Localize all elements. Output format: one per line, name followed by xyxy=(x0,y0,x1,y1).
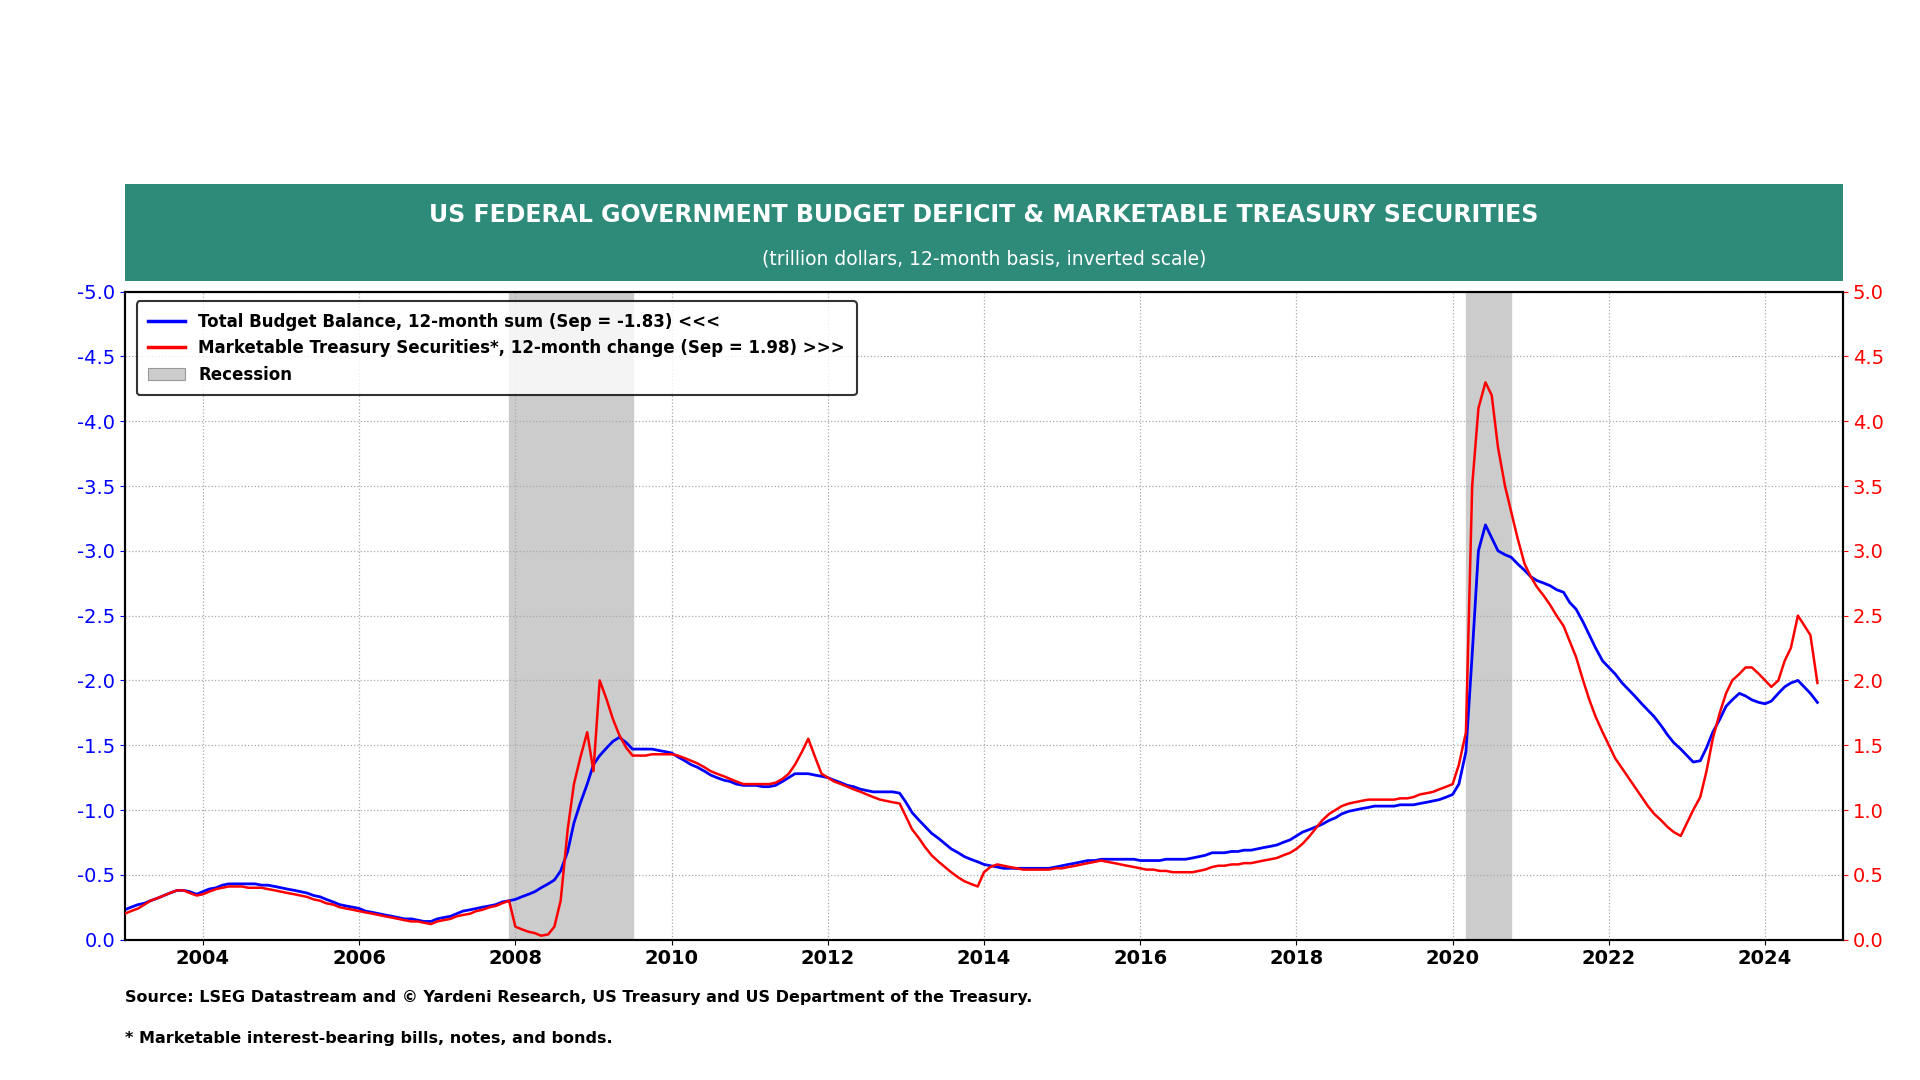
Text: Source: LSEG Datastream and © Yardeni Research, US Treasury and US Department of: Source: LSEG Datastream and © Yardeni Re… xyxy=(125,990,1033,1005)
Bar xyxy=(509,292,632,940)
Text: * Marketable interest-bearing bills, notes, and bonds.: * Marketable interest-bearing bills, not… xyxy=(125,1031,612,1047)
Text: US FEDERAL GOVERNMENT BUDGET DEFICIT & MARKETABLE TREASURY SECURITIES: US FEDERAL GOVERNMENT BUDGET DEFICIT & M… xyxy=(430,203,1538,227)
Bar xyxy=(1467,292,1511,940)
Text: (trillion dollars, 12-month basis, inverted scale): (trillion dollars, 12-month basis, inver… xyxy=(762,249,1206,269)
Legend: Total Budget Balance, 12-month sum (Sep = -1.83) <<<, Marketable Treasury Securi: Total Budget Balance, 12-month sum (Sep … xyxy=(136,301,856,395)
